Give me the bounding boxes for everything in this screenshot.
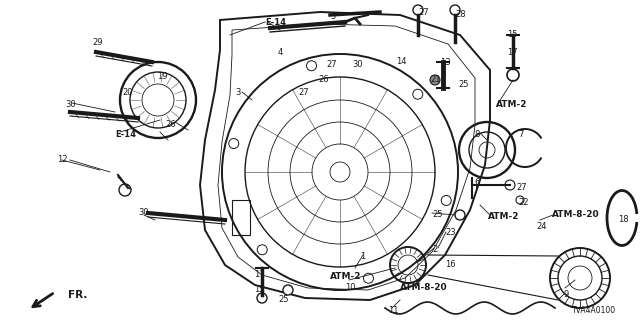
Text: 9: 9: [563, 290, 568, 299]
Circle shape: [450, 5, 460, 15]
Text: ATM-2: ATM-2: [496, 100, 527, 109]
Text: ATM-8-20: ATM-8-20: [552, 210, 600, 219]
Text: 13: 13: [440, 58, 451, 67]
Text: 25: 25: [278, 295, 289, 304]
Text: ATM-2: ATM-2: [330, 272, 362, 281]
Text: 27: 27: [326, 60, 337, 69]
Text: E-14: E-14: [115, 130, 136, 139]
Text: 17: 17: [254, 270, 264, 279]
Text: 27: 27: [516, 183, 527, 192]
Circle shape: [505, 180, 515, 190]
Text: 29: 29: [92, 38, 102, 47]
Text: ATM-2: ATM-2: [488, 212, 520, 221]
Text: 26: 26: [318, 75, 328, 84]
Text: 1: 1: [360, 252, 365, 261]
Text: 3: 3: [235, 88, 241, 97]
Text: 12: 12: [57, 155, 67, 164]
Text: 14: 14: [396, 57, 406, 66]
Text: 25: 25: [458, 80, 468, 89]
Text: E-14: E-14: [265, 18, 286, 27]
Text: 10: 10: [345, 283, 355, 292]
Text: 21: 21: [430, 75, 440, 84]
Text: 23: 23: [445, 228, 456, 237]
Circle shape: [516, 196, 524, 204]
Text: 30: 30: [138, 208, 148, 217]
Text: 25: 25: [432, 210, 442, 219]
Circle shape: [257, 245, 268, 255]
Text: 27: 27: [418, 8, 429, 17]
Bar: [232, 200, 250, 235]
Circle shape: [413, 5, 423, 15]
Text: 20: 20: [122, 88, 132, 97]
Text: 6: 6: [474, 178, 479, 187]
Circle shape: [455, 210, 465, 220]
Circle shape: [441, 196, 451, 205]
Text: 27: 27: [298, 88, 308, 97]
Circle shape: [430, 75, 440, 85]
Text: 26: 26: [165, 120, 175, 129]
Circle shape: [228, 139, 239, 148]
Text: TVA4A0100: TVA4A0100: [572, 306, 616, 315]
Circle shape: [257, 293, 267, 303]
Text: 17: 17: [507, 48, 518, 57]
Circle shape: [283, 285, 293, 295]
Text: 30: 30: [65, 100, 76, 109]
Circle shape: [364, 273, 374, 283]
Text: 2: 2: [432, 245, 437, 254]
Text: 30: 30: [352, 60, 363, 69]
Circle shape: [413, 89, 423, 99]
Text: ATM-8-20: ATM-8-20: [400, 283, 447, 292]
Circle shape: [307, 61, 317, 71]
Text: 24: 24: [536, 222, 547, 231]
Text: 28: 28: [455, 10, 466, 19]
Text: 4: 4: [278, 48, 284, 57]
Text: 18: 18: [618, 215, 628, 224]
Text: 15: 15: [254, 285, 264, 294]
Text: 7: 7: [518, 130, 524, 139]
Text: 16: 16: [445, 260, 456, 269]
Text: 11: 11: [388, 306, 399, 315]
Text: 22: 22: [518, 198, 529, 207]
Text: FR.: FR.: [68, 290, 88, 300]
Text: 5: 5: [330, 12, 335, 21]
Text: 8: 8: [474, 130, 479, 139]
Text: 19: 19: [157, 72, 168, 81]
Circle shape: [507, 69, 519, 81]
Text: 15: 15: [507, 30, 518, 39]
